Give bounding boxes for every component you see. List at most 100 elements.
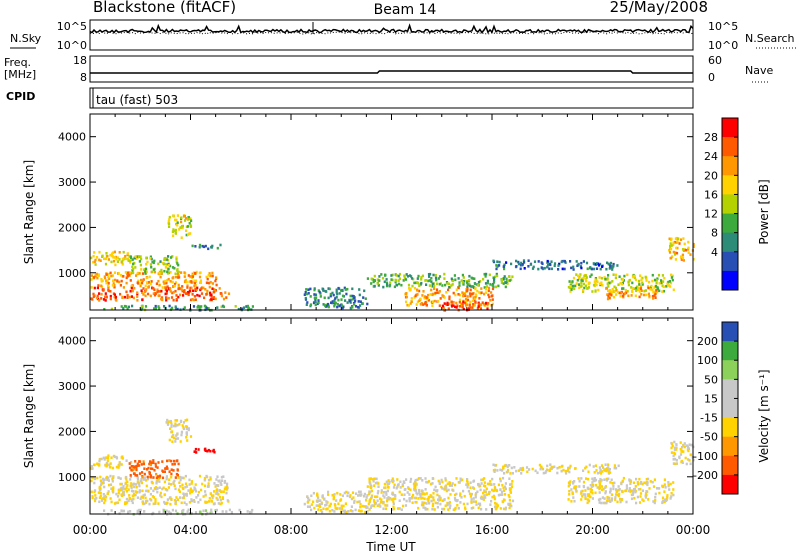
scatter-cell [608, 468, 611, 471]
scatter-cell [441, 284, 444, 287]
scatter-cell [546, 261, 549, 264]
scatter-cell [135, 485, 138, 489]
scatter-cell [475, 503, 478, 506]
scatter-cell [383, 491, 386, 494]
scatter-cell [464, 507, 467, 511]
scatter-cell [199, 288, 202, 292]
scatter-cell [129, 255, 132, 258]
scatter-cell [401, 483, 404, 486]
scatter-cell [588, 493, 591, 496]
scatter-cell [617, 283, 620, 286]
scatter-cell [192, 305, 196, 308]
scatter-cell [329, 294, 332, 298]
scatter-cell [117, 476, 120, 479]
scatter-cell [574, 467, 577, 470]
scatter-cell [502, 467, 505, 470]
scatter-cell [108, 483, 111, 487]
scatter-cell [386, 504, 389, 507]
scatter-cell [186, 510, 189, 513]
scatter-cell [381, 276, 385, 280]
scatter-cell [179, 496, 182, 499]
scatter-cell [194, 483, 197, 486]
velocity-scatter [90, 418, 695, 516]
scatter-cell [186, 286, 189, 289]
scatter-cell [661, 290, 664, 293]
scatter-cell [110, 260, 113, 264]
scatter-cell [150, 467, 153, 470]
scatter-cell [303, 293, 306, 296]
scatter-cell [215, 508, 218, 512]
scatter-cell [172, 234, 175, 238]
scatter-cell [109, 466, 112, 469]
scatter-cell [651, 273, 654, 277]
scatter-cell [159, 491, 162, 495]
scatter-cell [139, 460, 142, 463]
scatter-cell [370, 489, 374, 493]
scatter-cell [504, 482, 507, 485]
scatter-cell [370, 504, 373, 508]
scatter-cell [561, 267, 564, 271]
scatter-cell [642, 499, 645, 503]
scatter-cell [126, 480, 129, 484]
scatter-cell [376, 499, 379, 502]
scatter-cell [439, 498, 442, 502]
scatter-cell [138, 482, 141, 486]
scatter-cell [689, 462, 692, 466]
scatter-cell [169, 502, 172, 506]
scatter-cell [459, 492, 462, 495]
scatter-cell [103, 308, 106, 311]
scatter-cell [246, 304, 249, 308]
scatter-cell [392, 505, 395, 509]
colorbar-tick-label: 50 [704, 373, 718, 386]
scatter-cell [465, 300, 468, 304]
scatter-cell [170, 475, 173, 479]
scatter-cell [90, 479, 93, 483]
scatter-cell [112, 279, 115, 282]
scatter-cell [594, 290, 597, 293]
scatter-cell [592, 267, 596, 271]
scatter-cell [335, 499, 338, 502]
scatter-cell [145, 267, 148, 271]
scatter-cell [575, 489, 578, 493]
scatter-cell [341, 288, 344, 292]
scatter-cell [146, 281, 149, 284]
scatter-cell [157, 294, 160, 298]
scatter-cell [511, 480, 514, 483]
scatter-cell [151, 467, 154, 471]
scatter-cell [660, 281, 663, 285]
scatter-cell [414, 489, 418, 492]
scatter-cell [185, 233, 188, 237]
colorbar-tick-label: 100 [697, 354, 718, 367]
scatter-cell [107, 272, 110, 276]
scatter-cell [508, 506, 511, 510]
scatter-cell [169, 280, 172, 283]
scatter-cell [640, 285, 643, 288]
scatter-cell [331, 300, 334, 303]
scatter-cell [209, 478, 212, 481]
scatter-cell [581, 495, 584, 498]
scatter-cell [212, 296, 216, 299]
scatter-cell [185, 229, 188, 232]
scatter-cell [537, 267, 540, 271]
scatter-cell [409, 477, 413, 481]
scatter-cell [335, 291, 338, 294]
scatter-cell [479, 280, 482, 283]
scatter-cell [641, 498, 644, 501]
scatter-cell [595, 262, 598, 265]
scatter-cell [687, 240, 690, 244]
scatter-cell [333, 300, 336, 304]
scatter-cell [670, 256, 673, 260]
scatter-cell [328, 287, 331, 291]
scatter-cell [492, 259, 495, 263]
scatter-cell [614, 498, 617, 501]
scatter-cell [442, 507, 445, 511]
scatter-cell [208, 272, 211, 275]
scatter-cell [336, 303, 339, 306]
scatter-cell [499, 479, 502, 483]
scatter-cell [174, 228, 178, 232]
scatter-cell [488, 482, 491, 486]
scatter-cell [177, 295, 180, 299]
scatter-cell [618, 492, 621, 496]
scatter-cell [610, 266, 613, 269]
scatter-cell [652, 500, 655, 503]
